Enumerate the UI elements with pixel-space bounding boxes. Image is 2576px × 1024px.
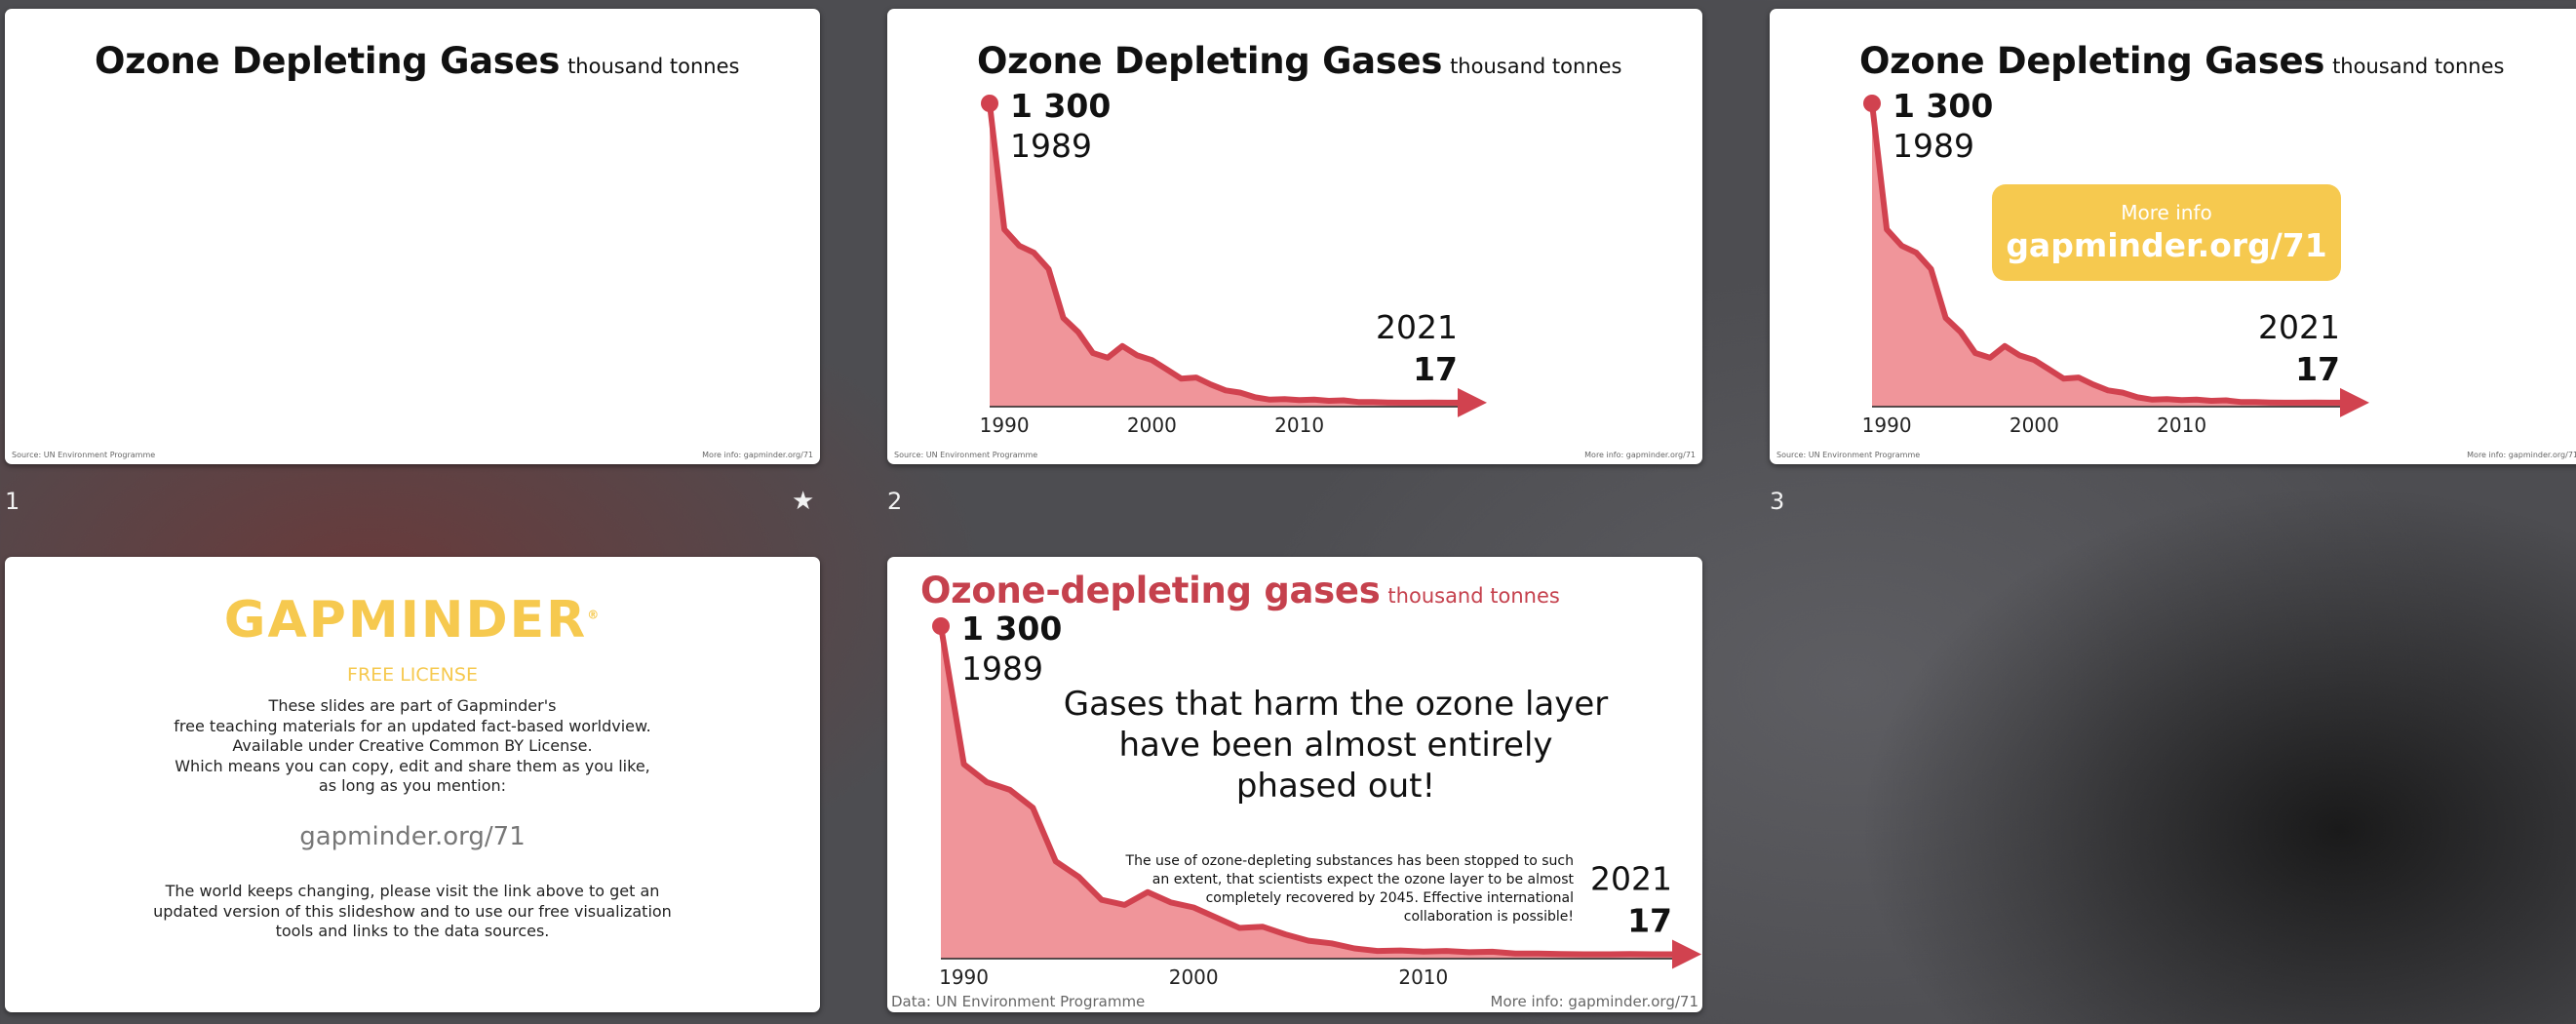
slide-thumbnail-2[interactable]: Ozone Depleting Gases thousand tonnes 199… xyxy=(887,9,1702,464)
start-value-label: 1 300 xyxy=(1893,87,1993,125)
slide-title: Ozone Depleting Gases thousand tonnes xyxy=(95,40,739,82)
more-info-note: More info: gapminder.org/71 xyxy=(1490,993,1698,1010)
start-point xyxy=(1863,95,1881,112)
title-main: Ozone-depleting gases xyxy=(920,570,1381,611)
slide-title: Ozone-depleting gases thousand tonnes xyxy=(920,570,1560,611)
slide-title: Ozone Depleting Gases thousand tonnes xyxy=(977,40,1621,82)
slide-thumbnail-5[interactable]: Ozone-depleting gases thousand tonnes 199… xyxy=(887,557,1702,1012)
title-main: Ozone Depleting Gases xyxy=(95,40,561,82)
slide-title: Ozone Depleting Gases thousand tonnes xyxy=(1859,40,2504,82)
start-year-label: 1989 xyxy=(1893,127,1974,165)
start-point xyxy=(932,617,950,635)
x-tick-label: 2000 xyxy=(1127,414,1177,437)
more-info-link[interactable]: gapminder.org/71 xyxy=(2006,226,2327,264)
gapminder-logo: GAPMINDER® xyxy=(223,591,602,650)
x-tick-label: 1990 xyxy=(980,414,1030,437)
source-note: Source: UN Environment Programme xyxy=(1776,451,1921,459)
start-year-label: 1989 xyxy=(961,650,1043,688)
end-arrow xyxy=(1458,387,1487,417)
end-year-label: 2021 xyxy=(2258,308,2340,346)
x-tick-label: 2010 xyxy=(1398,965,1448,989)
start-year-label: 1989 xyxy=(1010,127,1092,165)
title-unit: thousand tonnes xyxy=(2332,55,2505,78)
more-info-label: More info xyxy=(2121,201,2212,224)
title-unit: thousand tonnes xyxy=(1450,55,1622,78)
x-tick-label: 1990 xyxy=(939,965,989,989)
start-value-label: 1 300 xyxy=(1010,87,1111,125)
end-value-label: 17 xyxy=(2295,350,2340,388)
title-main: Ozone Depleting Gases xyxy=(977,40,1443,82)
x-tick-label: 1990 xyxy=(1862,414,1912,437)
source-note: Data: UN Environment Programme xyxy=(891,993,1146,1010)
headline-annotation: Gases that harm the ozone layer have bee… xyxy=(1063,685,1609,806)
x-tick-label: 2000 xyxy=(1169,965,1219,989)
area-fill xyxy=(990,103,1462,407)
title-unit: thousand tonnes xyxy=(1387,584,1560,608)
more-info-note: More info: gapminder.org/71 xyxy=(702,451,813,459)
more-info-box[interactable]: More info gapminder.org/71 xyxy=(1992,184,2341,281)
area-fill xyxy=(1872,103,2344,407)
start-point xyxy=(981,95,998,112)
end-year-label: 2021 xyxy=(1590,860,1672,898)
license-text: These slides are part of Gapminder's fre… xyxy=(174,696,651,796)
title-unit: thousand tonnes xyxy=(567,55,740,78)
slide-thumbnail-1[interactable]: Ozone Depleting Gases thousand tonnes Sou… xyxy=(5,9,820,464)
end-arrow xyxy=(2340,387,2369,417)
transition-star-icon[interactable]: ★ xyxy=(792,487,815,516)
series-line xyxy=(1869,102,2344,406)
body-annotation: The use of ozone-depleting substances ha… xyxy=(1125,853,1574,925)
end-arrow xyxy=(1672,939,1701,969)
license-heading: FREE LICENSE xyxy=(347,664,478,686)
slide-number-3: 3 xyxy=(1770,488,1785,515)
slide-thumbnail-3[interactable]: Ozone Depleting Gases thousand tonnes 199… xyxy=(1770,9,2576,464)
slide-thumbnail-4[interactable]: GAPMINDER® FREE LICENSE These slides are… xyxy=(5,557,820,1012)
source-note: Source: UN Environment Programme xyxy=(12,451,156,459)
x-tick-label: 2000 xyxy=(2010,414,2059,437)
x-tick-label: 2010 xyxy=(2157,414,2206,437)
title-main: Ozone Depleting Gases xyxy=(1859,40,2325,82)
license-link[interactable]: gapminder.org/71 xyxy=(299,822,526,851)
license-footer-text: The world keeps changing, please visit t… xyxy=(153,882,672,941)
area-fill xyxy=(941,626,1676,959)
x-tick-label: 2010 xyxy=(1274,414,1324,437)
end-value-label: 17 xyxy=(1413,350,1458,388)
series-line xyxy=(938,625,1676,958)
end-year-label: 2021 xyxy=(1376,308,1458,346)
more-info-note: More info: gapminder.org/71 xyxy=(1584,451,1696,459)
end-value-label: 17 xyxy=(1627,902,1672,940)
slide-number-2: 2 xyxy=(887,488,903,515)
source-note: Source: UN Environment Programme xyxy=(894,451,1038,459)
start-value-label: 1 300 xyxy=(961,610,1062,648)
slide-number-1: 1 xyxy=(5,488,20,515)
series-line xyxy=(987,102,1462,406)
more-info-note: More info: gapminder.org/71 xyxy=(2467,451,2576,459)
